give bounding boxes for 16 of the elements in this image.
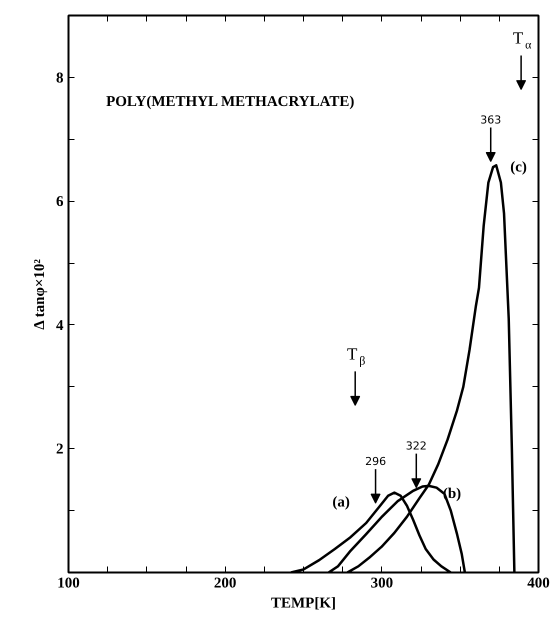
x-axis-title: TEMP[K] (271, 596, 336, 612)
annotation: 296 (365, 455, 386, 468)
y-tick-label: 6 (56, 194, 64, 210)
y-axis-title: Δ tanφ×10² (32, 258, 48, 330)
y-tick-label: 4 (56, 318, 64, 334)
y-tick-label: 2 (56, 442, 64, 458)
legend-label: (c) (510, 159, 527, 176)
series-label: (a) (332, 494, 350, 511)
x-tick-label: 300 (370, 576, 394, 592)
annotation: 363 (480, 114, 502, 127)
x-tick-label: 400 (527, 576, 550, 592)
x-tick-label: 200 (214, 576, 236, 592)
annotation: 322 (406, 440, 427, 453)
x-tick-label: 100 (57, 576, 80, 592)
annotation: POLY(METHYL METHACRYLATE) (106, 94, 354, 110)
y-tick-label: 8 (56, 70, 64, 86)
